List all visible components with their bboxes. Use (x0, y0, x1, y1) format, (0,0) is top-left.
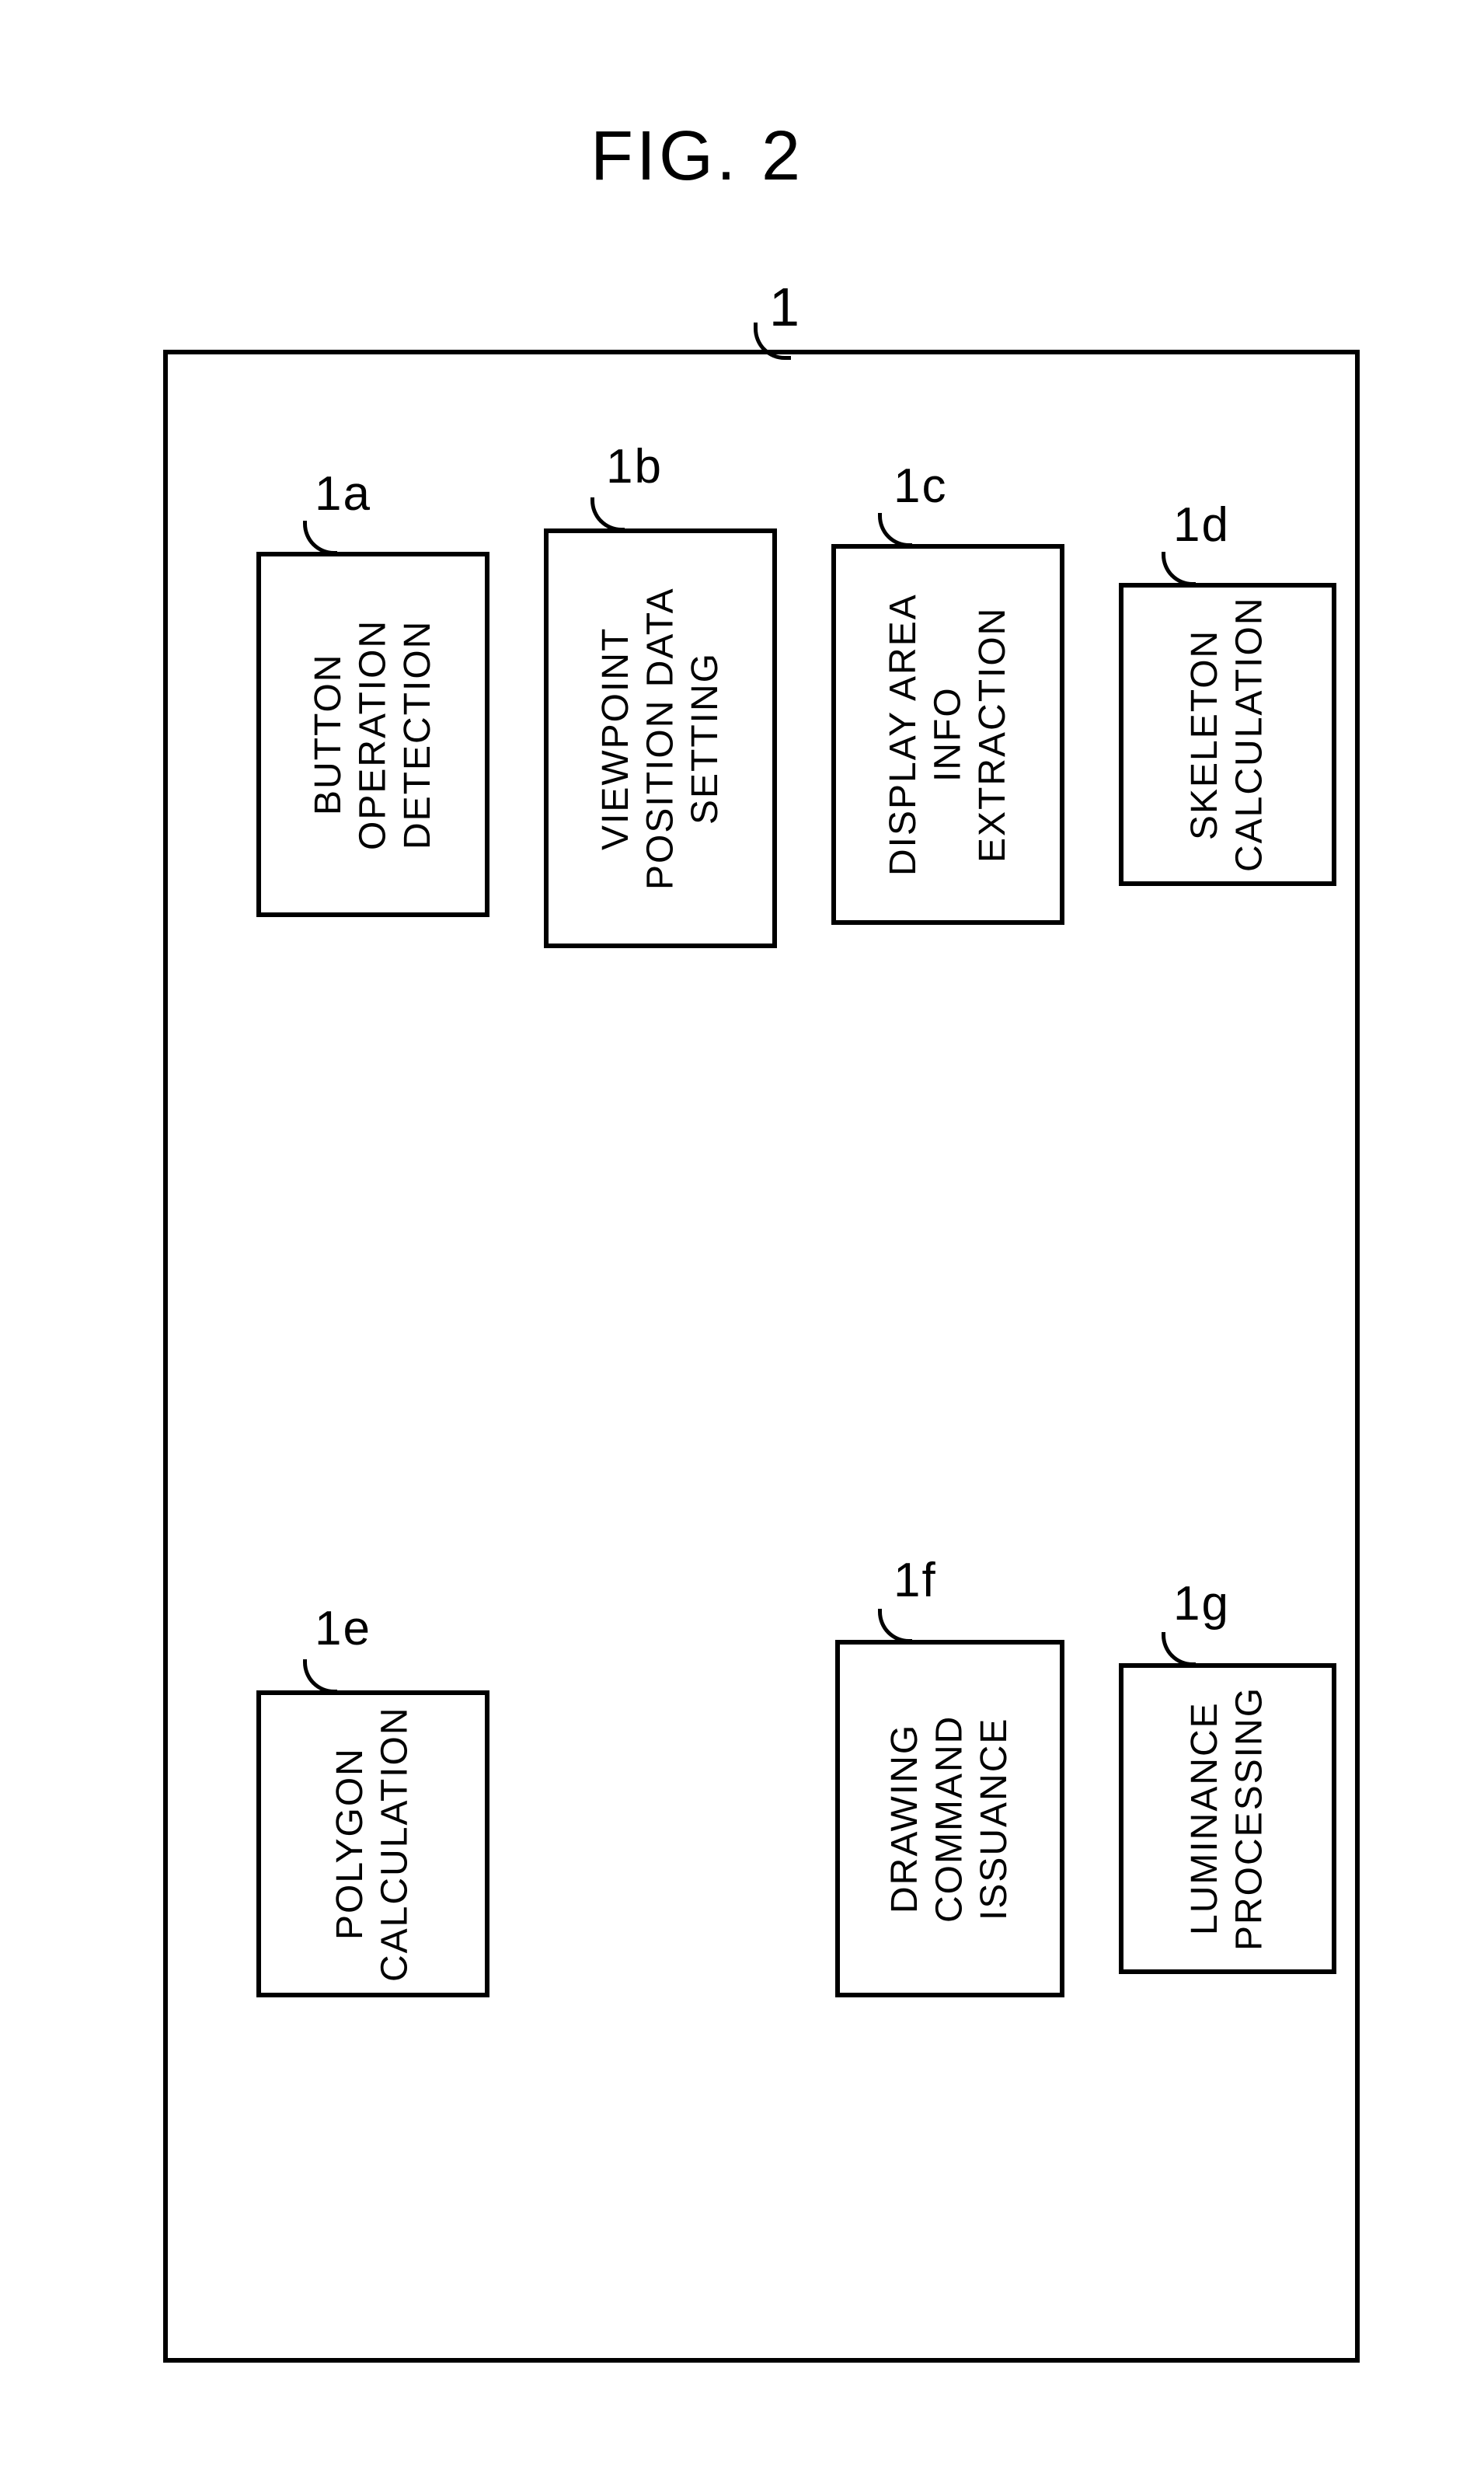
block-label: BUTTON OPERATION DETECTION (306, 563, 441, 905)
block-1a: BUTTON OPERATION DETECTION (256, 552, 489, 917)
block-ref-1f: 1f (894, 1553, 937, 1608)
figure-canvas: FIG. 2 1 BUTTON OPERATION DETECTION1aVIE… (0, 0, 1484, 2487)
block-1b: VIEWPOINT POSITION DATA SETTING (544, 528, 777, 948)
block-1e: POLYGON CALCULATION (256, 1690, 489, 1997)
block-label: VIEWPOINT POSITION DATA SETTING (594, 540, 728, 937)
block-label: DRAWING COMMAND ISSUANCE (883, 1652, 1017, 1986)
figure-title: FIG. 2 (590, 117, 803, 197)
block-ref-1b: 1b (606, 439, 663, 494)
block-label: DISPLAY AREA INFO EXTRACTION (881, 556, 1015, 913)
block-ref-1g: 1g (1173, 1576, 1230, 1631)
block-1f: DRAWING COMMAND ISSUANCE (835, 1640, 1064, 1997)
block-label: LUMINANCE PROCESSING (1183, 1675, 1272, 1962)
block-ref-1d: 1d (1173, 497, 1230, 553)
block-label: SKELETON CALCULATION (1183, 595, 1272, 874)
block-label: POLYGON CALCULATION (328, 1702, 417, 1986)
block-1c: DISPLAY AREA INFO EXTRACTION (831, 544, 1064, 925)
block-ref-1e: 1e (315, 1601, 371, 1656)
block-ref-1c: 1c (894, 459, 947, 514)
block-ref-1a: 1a (315, 466, 371, 521)
block-1d: SKELETON CALCULATION (1119, 583, 1336, 886)
block-1g: LUMINANCE PROCESSING (1119, 1663, 1336, 1974)
